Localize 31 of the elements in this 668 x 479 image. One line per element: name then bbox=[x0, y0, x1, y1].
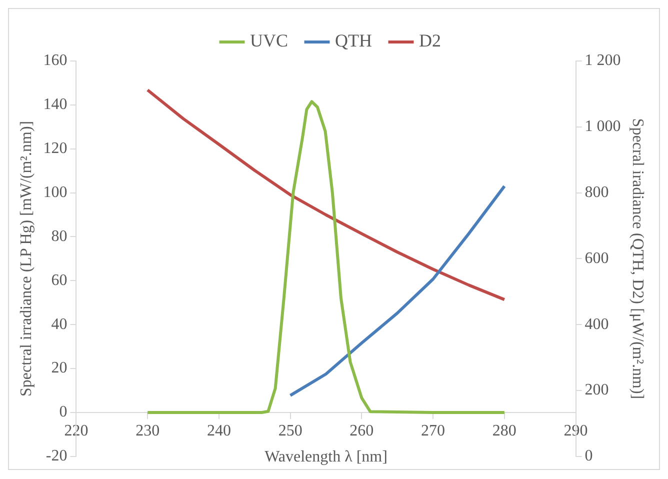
legend-label: D2 bbox=[419, 30, 441, 51]
x-tick-label: 270 bbox=[421, 422, 446, 440]
y2-tick-label: 0 bbox=[584, 448, 593, 465]
y-tick-label: 20 bbox=[51, 360, 68, 377]
x-tick-label: 240 bbox=[206, 422, 231, 440]
x-tick-label: 280 bbox=[492, 422, 516, 440]
y-tick-label: 80 bbox=[51, 228, 68, 245]
y2-tick-label: 600 bbox=[584, 250, 609, 267]
y-tick-label: 100 bbox=[43, 184, 68, 202]
y-tick-label: 60 bbox=[51, 272, 68, 289]
y-tick-label: 0 bbox=[59, 404, 68, 421]
y-tick-label: 160 bbox=[43, 52, 68, 70]
y2-axis-title: Specral iradiance (QTH, D2) [μW/(m².nm)] bbox=[629, 118, 646, 400]
y-tick-label: -20 bbox=[46, 448, 68, 465]
y-axis-title: Spectral irradiance (LP Hg) [mW/(m².nm)] bbox=[18, 120, 35, 397]
y-tick-label: 40 bbox=[51, 316, 68, 333]
y-tick-label: 120 bbox=[43, 140, 68, 158]
x-tick-label: 290 bbox=[564, 422, 588, 440]
y-tick-label: 140 bbox=[43, 96, 68, 114]
x-tick-label: 260 bbox=[350, 422, 374, 440]
y2-tick-label: 1 200 bbox=[584, 52, 621, 70]
legend-label: QTH bbox=[335, 30, 372, 51]
y2-tick-label: 800 bbox=[584, 184, 609, 202]
x-axis-title: Wavelength λ [nm] bbox=[264, 448, 388, 466]
x-tick-label: 230 bbox=[136, 422, 160, 440]
legend-label: UVC bbox=[250, 30, 288, 51]
y2-tick-label: 1 000 bbox=[584, 118, 621, 136]
x-tick-label: 220 bbox=[64, 422, 88, 440]
x-tick-label: 250 bbox=[278, 422, 302, 440]
y2-tick-label: 400 bbox=[584, 316, 609, 333]
y2-tick-label: 200 bbox=[584, 382, 609, 399]
